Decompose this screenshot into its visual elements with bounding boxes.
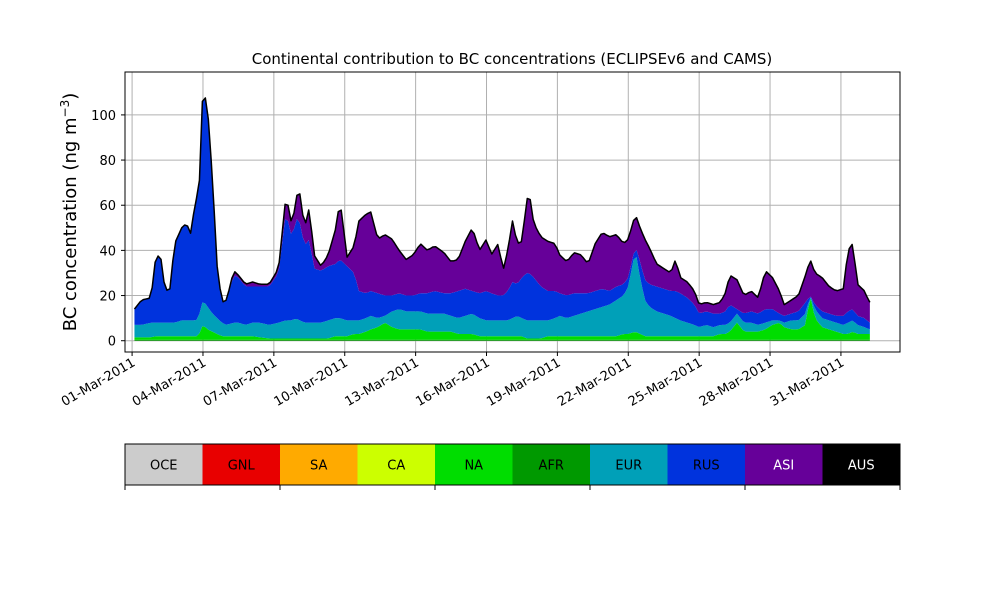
legend-label-AFR: AFR <box>539 459 564 474</box>
y-tick-label: 100 <box>91 109 116 124</box>
legend-swatch-ASI <box>745 444 823 485</box>
x-tick-label: 04-Mar-2011 <box>130 355 209 409</box>
y-axis-label-suffix: ) <box>60 93 81 100</box>
legend-label-AUS: AUS <box>848 459 875 474</box>
x-tick-label: 16-Mar-2011 <box>413 355 492 409</box>
legend-swatch-RUS <box>667 444 746 485</box>
legend-label-EUR: EUR <box>615 459 642 474</box>
series-NA-area <box>134 298 870 340</box>
legend-frame <box>124 443 901 486</box>
legend-swatch-CA <box>357 444 436 485</box>
legend-swatch-AFR <box>512 444 591 485</box>
legend-swatch-AUS <box>822 444 901 485</box>
legend-swatch-GNL <box>202 444 281 485</box>
x-tick-label: 07-Mar-2011 <box>201 355 280 409</box>
legend-label-NA: NA <box>464 459 483 474</box>
legend-label-SA: SA <box>310 459 327 474</box>
legend-label-RUS: RUS <box>693 459 720 474</box>
area-layer <box>133 97 871 341</box>
y-axis-label-superscript: −3 <box>58 100 72 118</box>
y-axis-label: BC concentration (ng m−3) <box>58 93 81 332</box>
total-line <box>133 97 871 310</box>
legend-label-CA: CA <box>387 459 405 474</box>
x-tick-label: 10-Mar-2011 <box>272 355 351 409</box>
x-tick-label: 01-Mar-2011 <box>59 355 138 409</box>
y-tick-label: 80 <box>99 154 116 169</box>
legend-swatch-SA <box>280 444 358 485</box>
y-tick-label: 20 <box>99 290 116 305</box>
x-tick-label: 31-Mar-2011 <box>768 355 847 409</box>
legend-colorbar: OCE GNL SA CA NA AFR EUR RUS ASI AUS <box>124 443 901 490</box>
y-tick-label: 0 <box>108 335 116 350</box>
x-tick-label: 13-Mar-2011 <box>342 355 421 409</box>
x-tick-label: 22-Mar-2011 <box>555 355 634 409</box>
legend-label-GNL: GNL <box>228 459 256 474</box>
x-tick-label: 19-Mar-2011 <box>484 355 563 409</box>
series-EUR-area <box>134 257 870 339</box>
legend-label-OCE: OCE <box>150 459 178 474</box>
y-tick-label: 40 <box>99 244 116 259</box>
y-axis-label-text: BC concentration (ng m <box>60 117 81 331</box>
legend-label-ASI: ASI <box>773 459 794 474</box>
legend-swatch-EUR <box>590 444 668 485</box>
x-tick-label: 25-Mar-2011 <box>626 355 705 409</box>
legend-swatch-NA <box>435 444 513 485</box>
y-tick-label: 60 <box>99 199 116 214</box>
series-AFR-area <box>134 339 870 341</box>
plot-frame <box>124 71 901 353</box>
x-tick-label: 28-Mar-2011 <box>697 355 776 409</box>
legend-swatch-OCE <box>125 444 203 485</box>
series-RUS-area <box>134 97 870 330</box>
series-ASI-area <box>134 97 870 323</box>
chart-title: Continental contribution to BC concentra… <box>252 50 773 68</box>
